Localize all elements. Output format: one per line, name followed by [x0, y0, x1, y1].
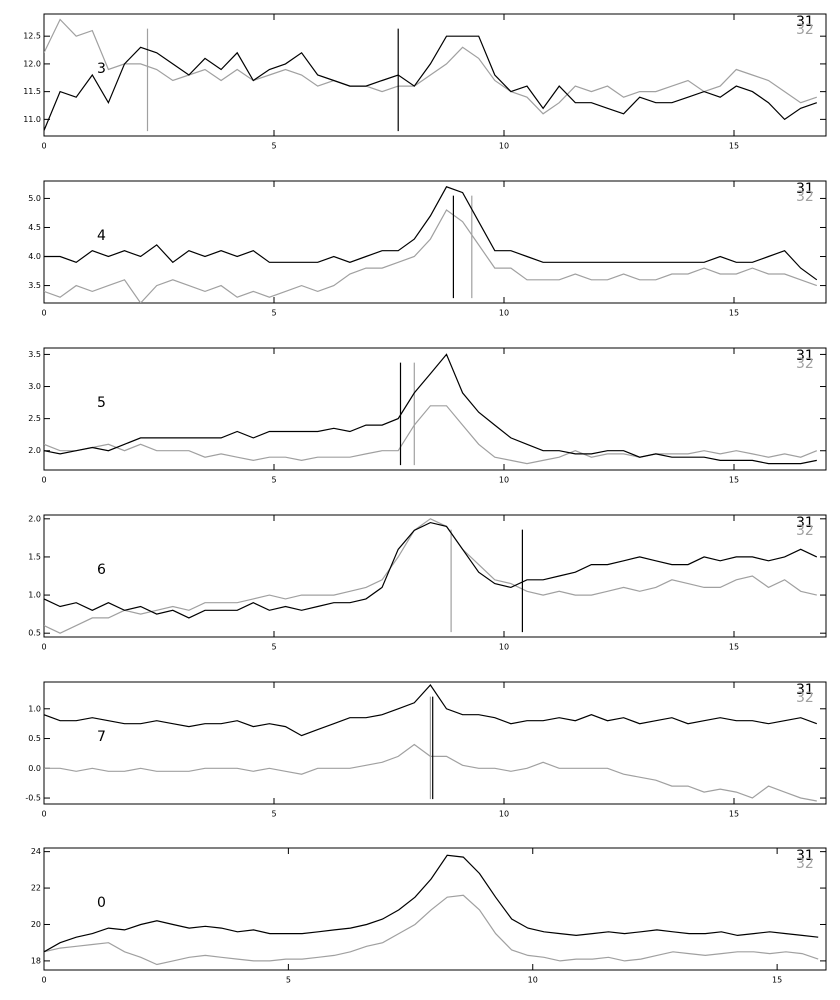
- panel-label: 0: [97, 895, 106, 911]
- x-tick-label: 5: [271, 309, 276, 318]
- series-line: [44, 353, 817, 465]
- y-tick-label: 12.0: [23, 59, 41, 68]
- legend-entry: 31: [796, 348, 814, 364]
- x-tick-label: 15: [772, 976, 782, 985]
- y-tick-label: 5.0: [28, 194, 41, 203]
- y-tick-label: 11.5: [23, 87, 41, 96]
- y-tick-label: 2.0: [28, 514, 41, 523]
- y-tick-label: 20: [31, 920, 41, 929]
- x-tick-label: 10: [499, 810, 509, 819]
- plot-frame: [43, 681, 827, 805]
- y-tick-label: 12.5: [23, 32, 41, 41]
- panel-label: 4: [97, 228, 106, 244]
- x-tick-label: 5: [271, 810, 276, 819]
- y-tick-label: 3.5: [28, 350, 41, 359]
- x-tick-label: 15: [729, 643, 739, 652]
- x-tick-label: 5: [271, 643, 276, 652]
- series-line: [44, 854, 819, 953]
- x-tick-label: 15: [729, 476, 739, 485]
- x-tick-label: 10: [499, 643, 509, 652]
- legend-entry: 32: [796, 189, 814, 205]
- x-tick-label: 10: [499, 476, 509, 485]
- panel-label: 5: [97, 395, 106, 411]
- y-tick-label: 0.5: [28, 734, 41, 743]
- plot-frame: [43, 514, 827, 638]
- series-line: [44, 684, 818, 737]
- y-tick-label: 2.5: [28, 414, 41, 423]
- plot-frame: [43, 13, 827, 137]
- y-tick-label: 11.0: [23, 115, 41, 124]
- legend-entry: 31: [796, 14, 814, 30]
- plot-frame: [43, 180, 827, 304]
- legend-entry: 31: [796, 848, 814, 864]
- y-tick-label: 22: [31, 884, 41, 893]
- y-tick-label: 24: [31, 847, 41, 856]
- y-tick-label: 0.0: [28, 764, 41, 773]
- legend-entry: 32: [796, 523, 814, 539]
- x-tick-label: 0: [41, 810, 46, 819]
- x-tick-label: 5: [286, 976, 291, 985]
- legend-entry: 32: [796, 22, 814, 38]
- x-tick-label: 15: [729, 810, 739, 819]
- legend-entry: 32: [796, 856, 814, 872]
- y-tick-label: 3.0: [28, 382, 41, 391]
- y-tick-label: 3.5: [28, 281, 41, 290]
- y-tick-label: 4.5: [28, 223, 41, 232]
- panel-label: 3: [97, 61, 106, 77]
- series-line: [44, 18, 817, 115]
- x-tick-label: 5: [271, 142, 276, 151]
- y-tick-label: 1.0: [28, 704, 41, 713]
- plot-frame: [43, 347, 827, 471]
- legend-entry: 31: [796, 682, 814, 698]
- y-tick-label: 1.5: [28, 552, 41, 561]
- x-tick-label: 10: [499, 142, 509, 151]
- x-tick-label: 10: [499, 309, 509, 318]
- legend-entry: 31: [796, 181, 814, 197]
- series-line: [44, 186, 818, 281]
- x-tick-label: 10: [528, 976, 538, 985]
- x-tick-label: 0: [41, 976, 46, 985]
- series-line: [44, 521, 818, 619]
- panel-label: 7: [97, 729, 106, 745]
- legend-entry: 31: [796, 515, 814, 531]
- y-tick-label: 0.5: [28, 629, 41, 638]
- y-tick-label: 1.0: [28, 591, 41, 600]
- plot-frame: [43, 847, 827, 971]
- x-tick-label: 0: [41, 643, 46, 652]
- panel-label: 6: [97, 562, 106, 578]
- x-tick-label: 15: [729, 142, 739, 151]
- y-tick-label: -0.5: [25, 794, 41, 803]
- series-line: [44, 894, 819, 966]
- y-tick-label: 2.0: [28, 446, 41, 455]
- series-line: [44, 518, 817, 634]
- legend-entry: 32: [796, 356, 814, 372]
- x-tick-label: 0: [41, 309, 46, 318]
- legend-entry: 32: [796, 690, 814, 706]
- x-tick-label: 5: [271, 476, 276, 485]
- series-line: [44, 209, 818, 303]
- x-tick-label: 0: [41, 476, 46, 485]
- y-tick-label: 18: [31, 956, 41, 965]
- y-tick-label: 4.0: [28, 252, 41, 261]
- x-tick-label: 0: [41, 142, 46, 151]
- series-line: [44, 405, 818, 465]
- series-line: [44, 35, 817, 131]
- x-tick-label: 15: [729, 309, 739, 318]
